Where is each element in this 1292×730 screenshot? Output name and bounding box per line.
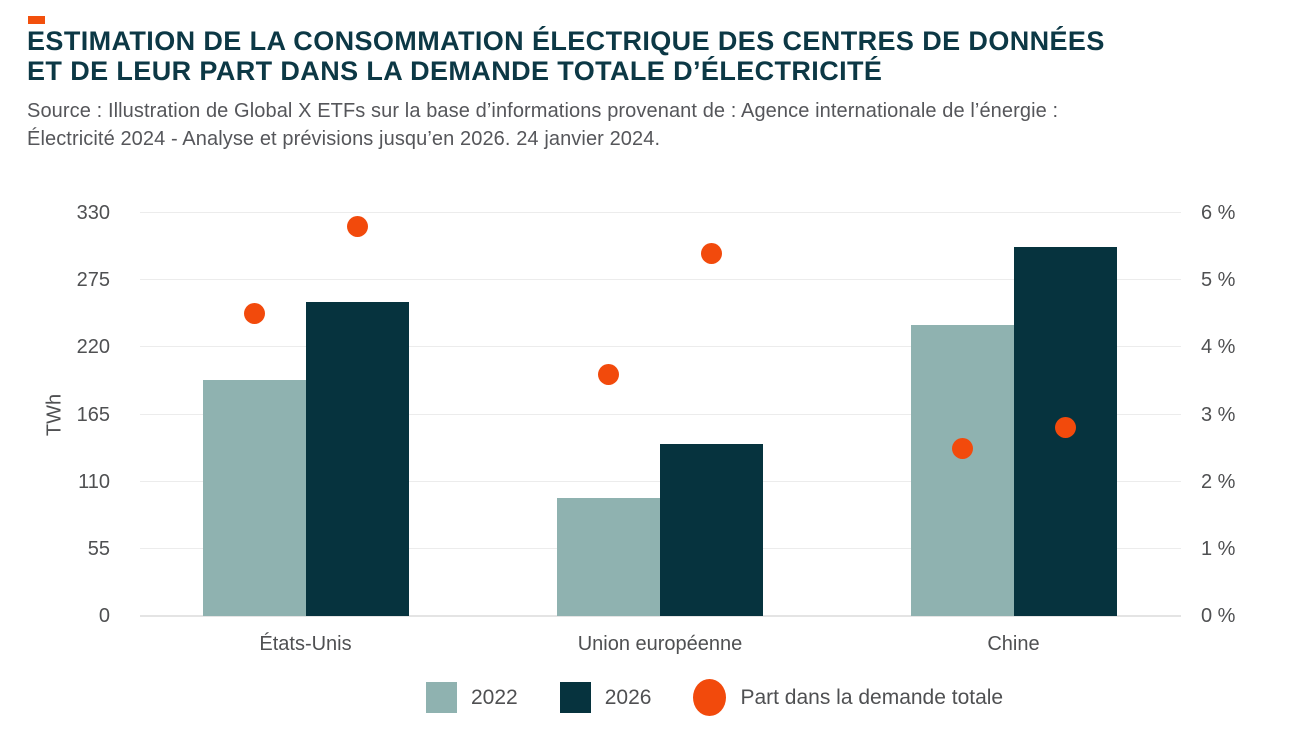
y-axis-tick-label-110: 110 [78,470,110,493]
legend-item-share: Part dans la demande totale [693,679,1003,716]
legend-swatch-2026-icon [559,682,591,713]
x-axis-category-label-chine: Chine [987,633,1040,655]
y-axis-tick-label-220: 220 [76,336,110,359]
legend-swatch-2022-icon [426,682,457,713]
accent-mark-icon [28,16,45,24]
chart-title: ESTIMATION DE LA CONSOMMATION ÉLECTRIQUE… [27,26,1105,86]
y2-axis-tick-label-2: 2 % [1201,470,1236,493]
y2-axis-tick-label-0: 0 % [1201,605,1236,627]
gridline-165 [140,413,1181,415]
y-axis-tick-label-330: 330 [76,202,110,224]
dot-share-2022-union-europeenne [598,363,619,385]
chart-source-line2: Électricité 2024 - Analyse et prévisions… [27,128,661,150]
y2-axis-tick-label-1: 1 % [1201,537,1236,560]
dot-share-2022-chine [951,437,973,459]
x-axis-line [140,615,1181,617]
gridline-275 [140,279,1181,281]
legend-item-2022: 2022 [426,682,518,713]
legend-item-2026: 2026 [559,682,652,713]
dot-share-2026-etats-unis [346,215,368,237]
y2-axis-tick-label-6: 6 % [1201,202,1236,224]
chart-source-line1: Source : Illustration de Global X ETFs s… [27,100,1059,122]
dot-share-2022-etats-unis [243,303,265,325]
legend-dot-icon [693,679,727,716]
bar-2026-etats-unis [305,302,409,616]
legend: 2022 2026 Part dans la demande totale [426,679,1003,716]
bar-2022-union-europeenne [557,497,660,616]
gridline-220 [140,346,1181,348]
x-axis-category-label-union-europeenne: Union européenne [577,633,743,655]
y-axis-tick-label-0: 0 [98,605,110,627]
bar-2022-chine [910,325,1014,616]
chart-source: Source : Illustration de Global X ETFs s… [27,97,1058,153]
dot-share-2026-union-europeenne [701,242,722,264]
legend-label-share: Part dans la demande totale [740,685,1004,709]
bar-2026-union-europeenne [660,443,763,616]
gridline-330 [140,212,1181,213]
chart-title-line1: ESTIMATION DE LA CONSOMMATION ÉLECTRIQUE… [27,26,1105,56]
y2-axis-tick-label-3: 3 % [1201,403,1236,426]
dot-share-2026-chine [1054,417,1076,439]
legend-label-2026: 2026 [604,685,652,709]
bar-2022-etats-unis [202,380,306,616]
y-axis-tick-label-275: 275 [76,269,110,292]
x-axis-category-label-etats-unis: États-Unis [259,633,352,655]
y2-axis-tick-label-4: 4 % [1201,336,1236,359]
y2-axis-tick-label-5: 5 % [1201,269,1236,292]
y-axis-tick-label-165: 165 [76,403,110,426]
chart-title-line2: ET DE LEUR PART DANS LA DEMANDE TOTALE D… [27,56,883,86]
legend-label-2022: 2022 [471,685,518,709]
y-axis-tick-label-55: 55 [87,537,110,560]
